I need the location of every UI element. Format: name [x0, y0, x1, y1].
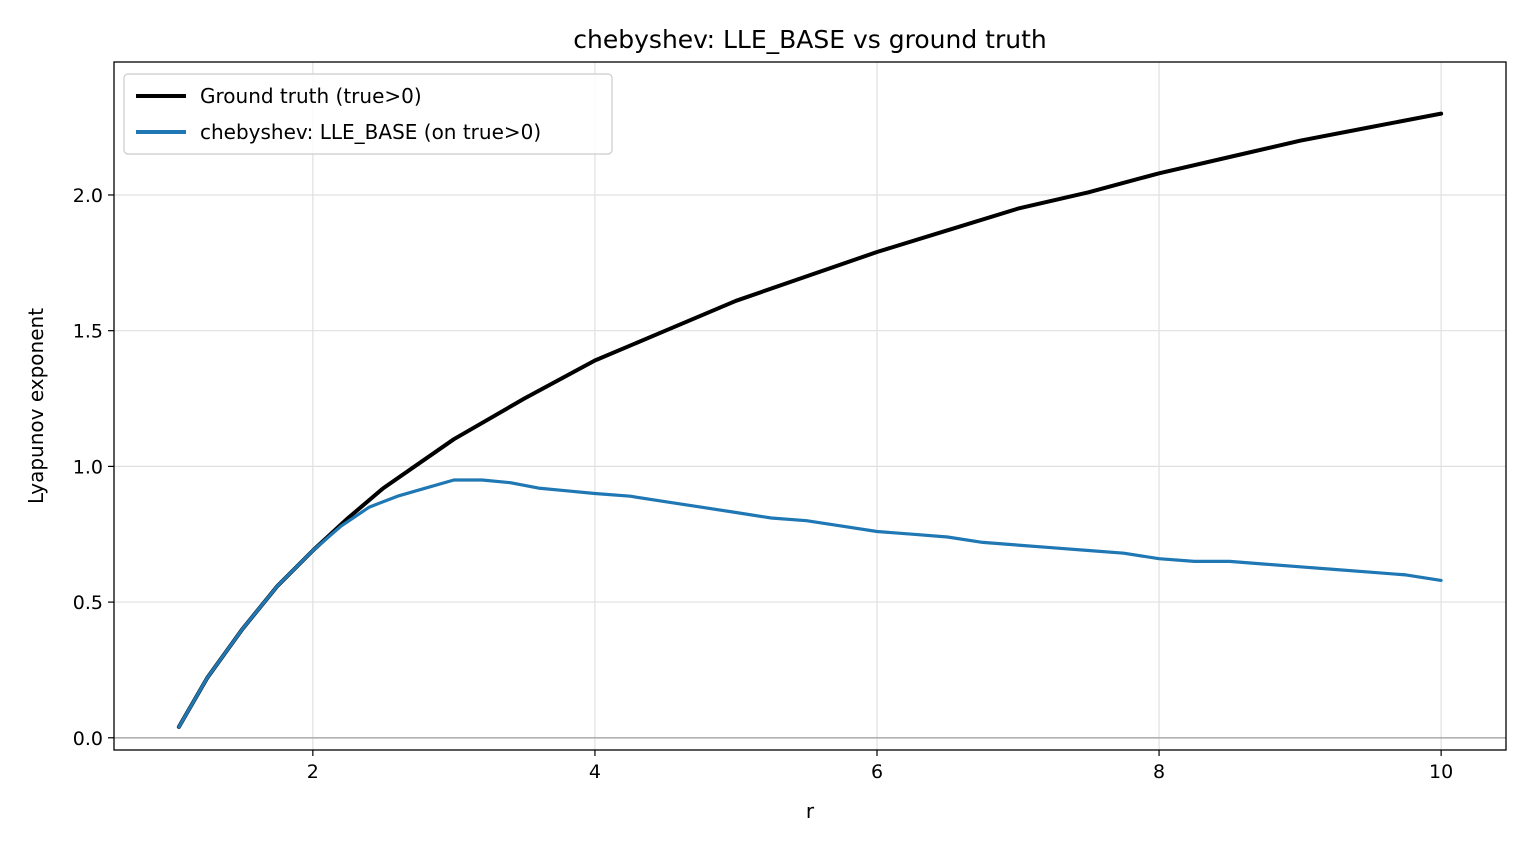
x-tick-label: 2	[307, 761, 319, 783]
y-axis-ticks: 0.0 0.5 1.0 1.5 2.0	[73, 185, 114, 750]
y-tick-label: 1.5	[73, 321, 103, 343]
x-tick-label: 4	[589, 761, 601, 783]
plot-frame	[113, 61, 1507, 751]
x-axis-label: r	[806, 799, 815, 823]
series-layer	[176, 111, 1444, 729]
x-tick-label: 8	[1153, 761, 1165, 783]
x-axis-ticks: 2 4 6 8 10	[307, 750, 1453, 783]
x-tick-label: 10	[1429, 761, 1453, 783]
legend-label-lle-base: chebyshev: LLE_BASE (on true>0)	[200, 120, 541, 144]
legend: Ground truth (true>0) chebyshev: LLE_BAS…	[123, 73, 613, 155]
y-tick-label: 2.0	[73, 185, 103, 207]
y-axis-label: Lyapunov exponent	[24, 308, 48, 504]
y-tick-label: 0.5	[73, 592, 103, 614]
lle-base-line	[177, 478, 1443, 729]
chart-title: chebyshev: LLE_BASE vs ground truth	[573, 25, 1046, 54]
y-tick-label: 0.0	[73, 728, 103, 750]
y-tick-label: 1.0	[73, 456, 103, 478]
legend-box	[123, 73, 613, 155]
x-tick-label: 6	[871, 761, 883, 783]
legend-label-ground-truth: Ground truth (true>0)	[200, 84, 422, 108]
